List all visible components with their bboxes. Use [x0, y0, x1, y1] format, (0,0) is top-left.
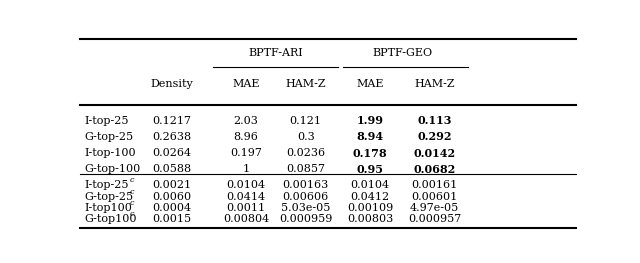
- Text: 0.197: 0.197: [230, 148, 262, 158]
- Text: 0.0011: 0.0011: [227, 203, 266, 213]
- Text: 1.99: 1.99: [356, 115, 383, 126]
- Text: 0.00163: 0.00163: [282, 180, 329, 190]
- Text: 0.00109: 0.00109: [347, 203, 394, 213]
- Text: 0.0264: 0.0264: [152, 148, 191, 158]
- Text: 0.0060: 0.0060: [152, 192, 191, 202]
- Text: 0.0104: 0.0104: [351, 180, 390, 190]
- Text: 0.0015: 0.0015: [152, 215, 191, 225]
- Text: 2.03: 2.03: [234, 116, 259, 126]
- Text: Density: Density: [150, 79, 193, 89]
- Text: 0.00804: 0.00804: [223, 215, 269, 225]
- Text: 1: 1: [243, 164, 250, 174]
- Text: 0.00606: 0.00606: [282, 192, 329, 202]
- Text: 0.0682: 0.0682: [413, 164, 456, 175]
- Text: 0.292: 0.292: [417, 131, 452, 142]
- Text: 0.113: 0.113: [417, 115, 452, 126]
- Text: 0.95: 0.95: [356, 164, 383, 175]
- Text: MAE: MAE: [232, 79, 260, 89]
- Text: HAM-Z: HAM-Z: [414, 79, 455, 89]
- Text: 0.0588: 0.0588: [152, 164, 191, 174]
- Text: 0.0857: 0.0857: [286, 164, 325, 174]
- Text: 8.94: 8.94: [356, 131, 384, 142]
- Text: 0.3: 0.3: [297, 132, 314, 142]
- Text: 0.00601: 0.00601: [412, 192, 458, 202]
- Text: 0.121: 0.121: [290, 116, 322, 126]
- Text: 0.0021: 0.0021: [152, 180, 191, 190]
- Text: 0.0104: 0.0104: [227, 180, 266, 190]
- Text: HAM-Z: HAM-Z: [285, 79, 326, 89]
- Text: c: c: [129, 199, 134, 207]
- Text: 0.00803: 0.00803: [347, 215, 394, 225]
- Text: I-top-100: I-top-100: [84, 148, 136, 158]
- Text: 0.000957: 0.000957: [408, 215, 461, 225]
- Text: c: c: [129, 176, 134, 184]
- Text: c: c: [129, 210, 134, 219]
- Text: I-top-25: I-top-25: [84, 116, 129, 126]
- Text: 5.03e-05: 5.03e-05: [281, 203, 330, 213]
- Text: 0.0004: 0.0004: [152, 203, 191, 213]
- Text: 4.97e-05: 4.97e-05: [410, 203, 460, 213]
- Text: 0.0236: 0.0236: [286, 148, 325, 158]
- Text: 0.0414: 0.0414: [227, 192, 266, 202]
- Text: 0.0142: 0.0142: [413, 148, 456, 159]
- Text: G-top100: G-top100: [84, 215, 136, 225]
- Text: 0.178: 0.178: [353, 148, 387, 159]
- Text: I-top-25: I-top-25: [84, 180, 129, 190]
- Text: MAE: MAE: [356, 79, 384, 89]
- Text: 0.1217: 0.1217: [152, 116, 191, 126]
- Text: I-top100: I-top100: [84, 203, 132, 213]
- Text: 8.96: 8.96: [234, 132, 259, 142]
- Text: BPTF-ARI: BPTF-ARI: [248, 48, 303, 58]
- Text: c: c: [129, 188, 134, 196]
- Text: BPTF-GEO: BPTF-GEO: [372, 48, 433, 58]
- Text: G-top-100: G-top-100: [84, 164, 140, 174]
- Text: G-top-25: G-top-25: [84, 192, 133, 202]
- Text: 0.00161: 0.00161: [412, 180, 458, 190]
- Text: 0.2638: 0.2638: [152, 132, 191, 142]
- Text: 0.000959: 0.000959: [279, 215, 332, 225]
- Text: G-top-25: G-top-25: [84, 132, 133, 142]
- Text: 0.0412: 0.0412: [351, 192, 390, 202]
